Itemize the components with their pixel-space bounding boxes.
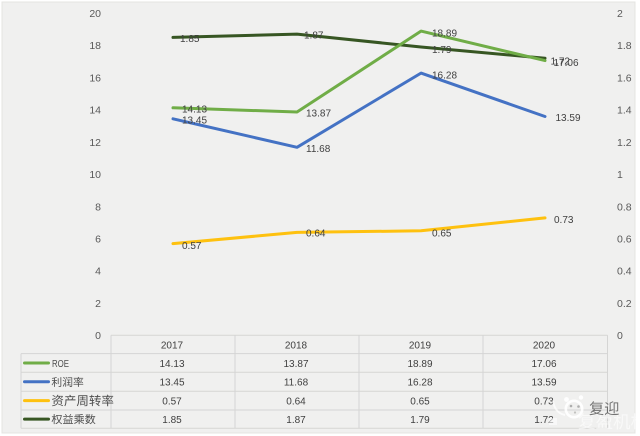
svg-text:14: 14 (89, 105, 101, 117)
svg-text:1.72: 1.72 (534, 415, 554, 426)
svg-text:1.85: 1.85 (162, 415, 182, 426)
svg-text:13.59: 13.59 (556, 113, 581, 124)
svg-text:18: 18 (89, 40, 101, 52)
svg-text:1.72: 1.72 (551, 57, 571, 68)
svg-text:0.65: 0.65 (432, 228, 452, 239)
svg-text:0.73: 0.73 (554, 215, 574, 226)
svg-text:1.87: 1.87 (304, 31, 324, 42)
svg-text:0.65: 0.65 (410, 396, 430, 407)
svg-text:0.57: 0.57 (162, 396, 182, 407)
svg-text:16: 16 (89, 72, 101, 84)
svg-text:20: 20 (89, 8, 101, 20)
svg-text:1: 1 (617, 169, 623, 181)
svg-text:13.45: 13.45 (182, 115, 207, 126)
svg-text:ROE: ROE (52, 358, 69, 370)
svg-text:17.06: 17.06 (531, 359, 556, 370)
svg-text:0.8: 0.8 (617, 201, 632, 213)
svg-text:13.87: 13.87 (306, 109, 331, 120)
svg-text:0.73: 0.73 (534, 396, 554, 407)
svg-text:2: 2 (95, 298, 101, 310)
svg-text:1.6: 1.6 (617, 72, 632, 84)
svg-text:0: 0 (617, 330, 623, 342)
svg-text:11.68: 11.68 (284, 378, 309, 389)
svg-text:0.6: 0.6 (617, 234, 632, 246)
svg-text:10: 10 (89, 169, 101, 181)
svg-text:13.59: 13.59 (531, 378, 556, 389)
svg-text:0.4: 0.4 (617, 266, 632, 278)
svg-text:18.89: 18.89 (407, 359, 432, 370)
svg-text:0: 0 (95, 330, 101, 342)
svg-text:13.87: 13.87 (283, 359, 308, 370)
svg-text:0.64: 0.64 (306, 229, 326, 240)
svg-text:2018: 2018 (285, 340, 308, 351)
svg-text:16.28: 16.28 (432, 71, 457, 82)
svg-text:12: 12 (89, 137, 101, 149)
svg-text:0.64: 0.64 (286, 396, 306, 407)
svg-text:2: 2 (617, 8, 623, 20)
svg-text:11.68: 11.68 (306, 144, 331, 155)
svg-text:8: 8 (95, 201, 101, 213)
svg-text:14.13: 14.13 (182, 104, 207, 115)
svg-text:2020: 2020 (533, 340, 556, 351)
svg-text:13.45: 13.45 (159, 378, 184, 389)
svg-text:1.8: 1.8 (617, 40, 632, 52)
svg-text:16.28: 16.28 (407, 378, 432, 389)
svg-text:1.4: 1.4 (617, 105, 632, 117)
svg-text:1.79: 1.79 (432, 45, 452, 56)
svg-text:2017: 2017 (161, 340, 184, 351)
svg-text:1.87: 1.87 (286, 415, 306, 426)
svg-text:17.06: 17.06 (554, 58, 579, 69)
svg-text:2019: 2019 (409, 340, 432, 351)
svg-text:0.2: 0.2 (617, 298, 632, 310)
svg-text:0.57: 0.57 (182, 241, 202, 252)
svg-text:18.89: 18.89 (432, 29, 457, 40)
svg-text:6: 6 (95, 234, 101, 246)
svg-text:1.85: 1.85 (180, 34, 200, 45)
svg-text:1.2: 1.2 (617, 137, 632, 149)
svg-text:14.13: 14.13 (159, 359, 184, 370)
svg-text:1.79: 1.79 (410, 415, 430, 426)
svg-text:4: 4 (95, 266, 101, 278)
